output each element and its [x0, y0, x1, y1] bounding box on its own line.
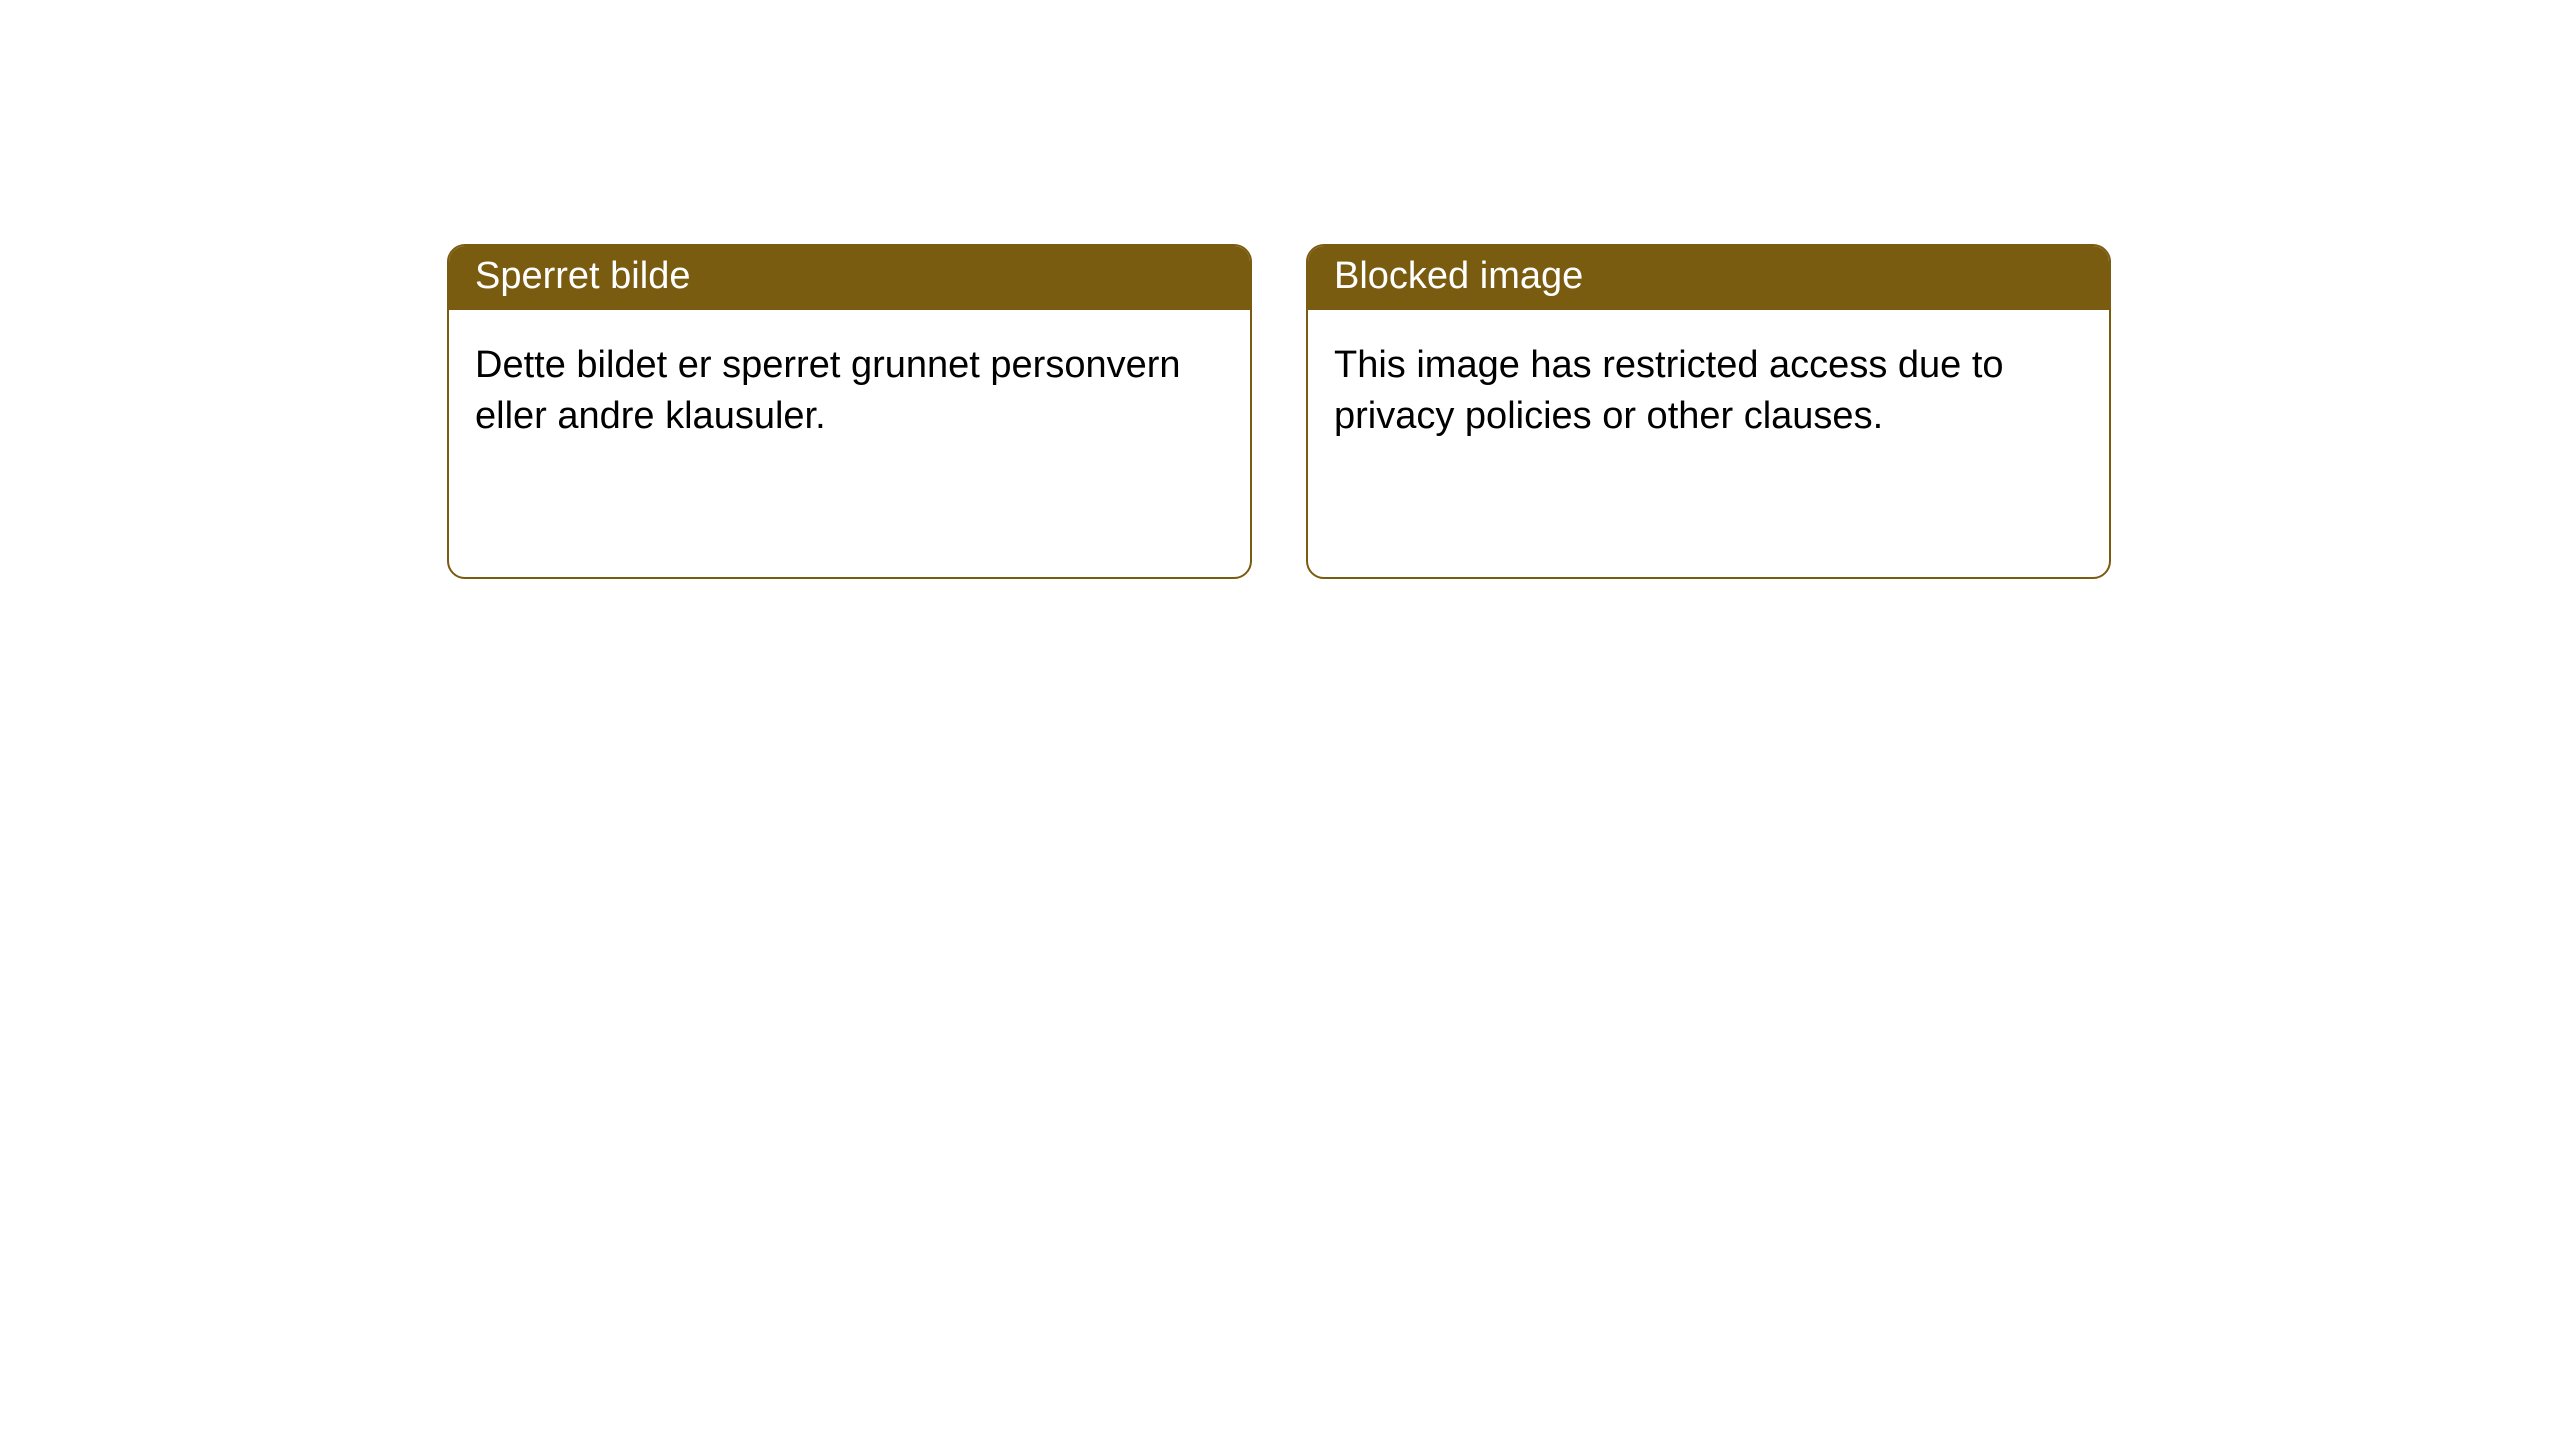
notice-card-container: Sperret bilde Dette bildet er sperret gr…	[447, 244, 2111, 579]
card-title: Blocked image	[1334, 255, 1583, 297]
card-body-text: Dette bildet er sperret grunnet personve…	[475, 344, 1181, 437]
blocked-image-card-english: Blocked image This image has restricted …	[1306, 244, 2111, 579]
card-body-text: This image has restricted access due to …	[1334, 344, 2004, 437]
card-body: This image has restricted access due to …	[1308, 310, 2109, 469]
card-body: Dette bildet er sperret grunnet personve…	[449, 310, 1250, 469]
card-header: Blocked image	[1308, 246, 2109, 310]
blocked-image-card-norwegian: Sperret bilde Dette bildet er sperret gr…	[447, 244, 1252, 579]
card-title: Sperret bilde	[475, 255, 690, 297]
card-header: Sperret bilde	[449, 246, 1250, 310]
